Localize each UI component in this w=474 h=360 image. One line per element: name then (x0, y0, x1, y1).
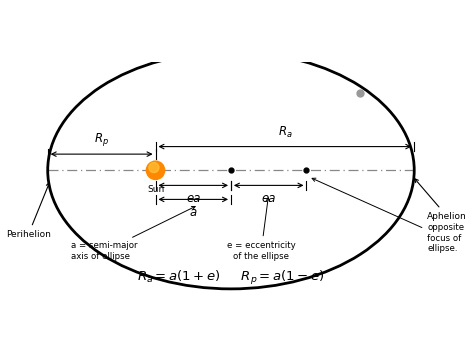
Text: a = semi-major
axis of ellipse: a = semi-major axis of ellipse (72, 207, 195, 261)
Text: ea: ea (262, 192, 276, 205)
Text: a: a (190, 206, 197, 219)
Text: $R_a$: $R_a$ (278, 125, 292, 140)
Text: Perihelion: Perihelion (6, 183, 51, 239)
Text: ea: ea (186, 192, 201, 205)
Circle shape (149, 163, 159, 173)
Text: $R_p$: $R_p$ (94, 131, 109, 148)
Text: Aphelion: Aphelion (415, 179, 467, 221)
Text: $R_a = a(1+e)$     $R_p = a(1- e)$: $R_a = a(1+e)$ $R_p = a(1- e)$ (137, 269, 325, 287)
Text: Sun: Sun (147, 185, 164, 194)
Circle shape (146, 161, 164, 180)
Text: e = eccentricity
of the ellipse: e = eccentricity of the ellipse (227, 198, 295, 261)
Text: opposite
focus of
ellipse.: opposite focus of ellipse. (312, 178, 465, 253)
